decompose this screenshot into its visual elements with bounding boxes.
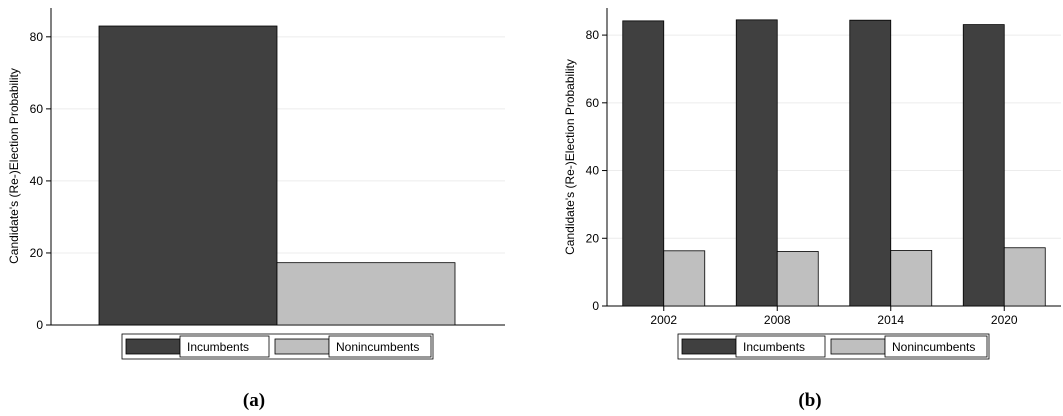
legend-label-incumbents: Incumbents — [743, 340, 805, 354]
legend-label-nonincumbents: Nonincumbents — [892, 340, 975, 354]
bar-incumbents — [98, 25, 278, 326]
legend-label-box — [735, 335, 826, 358]
y-tick-label: 60 — [30, 102, 44, 116]
x-tick-label: 2008 — [764, 313, 791, 327]
legend-label-box — [884, 335, 988, 358]
x-tick-label: 2020 — [991, 313, 1018, 327]
chart-panel-a: 0 20 40 60 80 Candidate's (Re-)Election Proba… — [7, 8, 505, 411]
legend-label-incumbents: Incumbents — [187, 340, 249, 354]
bar-incumbents-2002 — [622, 20, 665, 307]
legend-swatch-nonincumbents — [830, 338, 886, 355]
y-tick-label: 40 — [30, 174, 44, 188]
chart-panel-b: 0 20 40 60 80 Candidate's (Re-)Election Proba… — [563, 8, 1061, 411]
bar-nonincumbents-2002 — [663, 250, 706, 307]
legend-label-nonincumbents: Nonincumbents — [336, 340, 419, 354]
legend-label-box — [179, 335, 270, 358]
panel-label: (a) — [243, 390, 265, 411]
x-tick-label: 2014 — [877, 313, 904, 327]
x-tick-label: 2002 — [650, 313, 677, 327]
bar-incumbents-2020 — [962, 24, 1005, 307]
bar-incumbents-2014 — [849, 19, 892, 307]
panel-label: (b) — [798, 390, 821, 411]
bar-nonincumbents-2008 — [776, 251, 819, 307]
y-tick-label: 0 — [36, 318, 43, 332]
bar-incumbents-2008 — [735, 19, 778, 307]
y-tick-label: 20 — [586, 231, 600, 245]
legend-swatch-nonincumbents — [274, 338, 330, 355]
bar-nonincumbents — [276, 262, 456, 326]
legend-swatch-incumbents — [125, 338, 181, 355]
bar-nonincumbents-2014 — [890, 250, 933, 307]
y-tick-label: 40 — [586, 164, 600, 178]
bar-nonincumbents-2020 — [1003, 247, 1046, 307]
y-tick-label: 20 — [30, 246, 44, 260]
y-tick-label: 80 — [586, 28, 600, 42]
legend-swatch-incumbents — [681, 338, 737, 355]
y-axis-label: Candidate's (Re-)Election Probability — [7, 68, 21, 264]
y-axis-label: Candidate's (Re-)Election Probability — [563, 59, 577, 255]
y-tick-label: 60 — [586, 96, 600, 110]
y-tick-label: 80 — [30, 30, 44, 44]
y-tick-label: 0 — [592, 299, 599, 313]
legend-label-box — [328, 335, 432, 358]
